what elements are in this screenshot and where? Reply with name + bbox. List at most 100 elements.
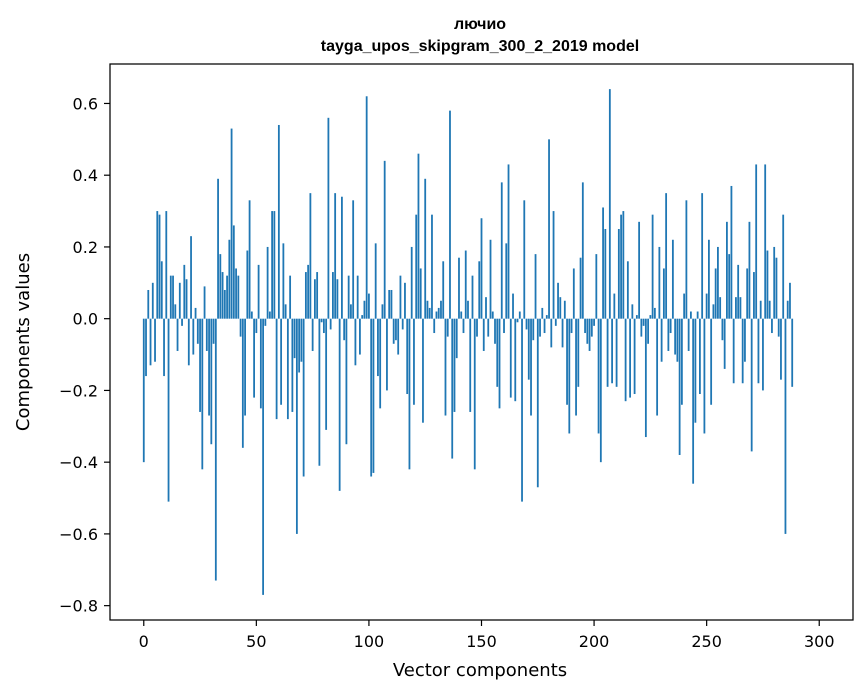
bar [647,318,650,344]
bar [336,279,339,319]
bar [662,268,665,319]
bar [606,318,609,387]
y-axis-ticks: −0.8 −0.6 −0.4 −0.2 0.0 0.2 0.4 0.6 [59,94,110,616]
bar [735,297,737,319]
bar [678,318,681,455]
bar [327,117,330,319]
bar [221,272,224,319]
bar [185,279,188,319]
bar [426,300,429,319]
bar [379,318,382,409]
bar [759,300,762,319]
bar [237,275,240,319]
bar [730,185,733,319]
bar [464,250,467,319]
y-tick-label: −0.2 [59,381,98,400]
bar [732,318,735,384]
bar [433,318,436,334]
bar [530,318,532,416]
x-tick-label: 100 [354,632,385,651]
bar [419,268,422,319]
bar [316,272,319,319]
bar [624,318,627,402]
bar [404,282,406,319]
bar [541,307,544,319]
bar [683,293,686,319]
bar [280,318,283,405]
bar [507,164,510,319]
bar [235,268,237,319]
bar [266,246,269,319]
bar [626,261,629,319]
plot-frame [109,63,854,621]
bar [660,318,663,362]
bar [397,318,400,355]
bar [473,318,476,470]
bar [755,164,758,319]
bar [422,318,424,423]
bar [577,318,580,387]
bar [680,318,683,405]
bar [142,318,145,463]
bar [518,311,521,319]
bar [539,318,541,337]
chart-title-line2: tayga_upos_skipgram_300_2_2019 model [321,38,639,55]
bar [257,264,260,319]
bar [692,318,695,484]
bar [714,268,717,319]
bar [512,293,514,319]
bar [532,318,535,341]
bar [268,311,271,319]
bar [687,318,690,351]
bar [568,318,571,434]
bar [631,304,634,319]
bar [581,182,584,319]
bar [744,318,746,362]
bar [219,254,222,319]
bar [775,257,778,319]
bar [417,153,420,319]
bar [381,304,384,319]
bar [699,318,701,395]
bar [590,318,593,337]
bar [784,318,787,534]
bar [723,318,726,369]
bar [629,318,631,398]
bar [480,218,483,319]
bar [318,318,321,466]
bar [325,318,328,430]
bar [154,318,156,362]
bar [203,286,206,319]
bar [613,293,616,319]
bar [311,318,314,351]
bar [395,318,397,341]
bar [554,318,557,326]
bar [149,318,152,366]
y-axis-label: Components values [13,253,34,431]
bar [158,214,161,319]
bar [786,300,789,319]
bar [293,318,296,359]
bar [710,318,713,405]
bar [230,128,233,319]
bar [773,246,776,319]
bar [372,318,375,473]
bar [777,318,780,337]
bar [462,318,465,334]
bar [313,279,316,319]
bar [467,300,469,319]
bar [575,318,577,416]
bar [768,300,771,319]
bar [656,318,659,416]
bar [273,211,276,319]
bar [557,282,559,319]
bar [561,318,564,348]
bar [320,318,323,323]
bar [597,318,600,434]
bar [685,200,688,319]
y-tick-label: −0.4 [59,453,98,472]
bar [494,318,496,344]
bar [705,293,708,319]
bar [671,239,674,319]
bar [399,275,402,319]
